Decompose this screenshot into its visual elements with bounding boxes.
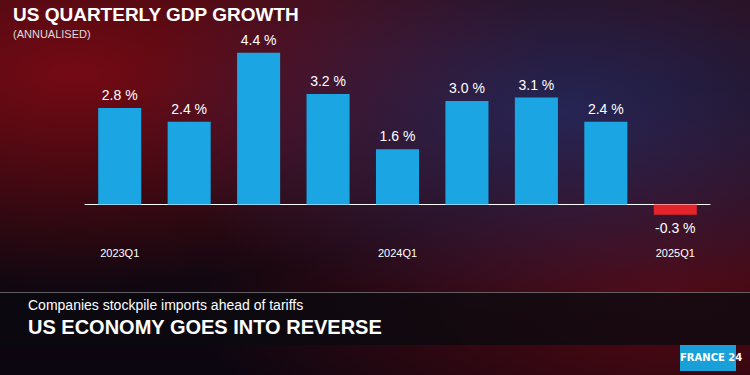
svg-text:3.0 %: 3.0 % xyxy=(449,80,485,96)
html-text:US ECONOMY GOES INTO REVERSE: US ECONOMY GOES INTO REVERSE xyxy=(28,316,382,338)
svg-text:1.6 %: 1.6 % xyxy=(380,128,416,144)
svg-text:4.4 %: 4.4 % xyxy=(241,32,277,48)
svg-text:2024Q1: 2024Q1 xyxy=(378,247,417,259)
html-text:Companies stockpile imports ah: Companies stockpile imports ahead of tar… xyxy=(28,297,304,313)
svg-text:2023Q1: 2023Q1 xyxy=(100,247,139,259)
svg-text:2025Q1: 2025Q1 xyxy=(656,247,695,259)
svg-text:2.8 %: 2.8 % xyxy=(102,87,138,103)
svg-text:(ANNUALISED): (ANNUALISED) xyxy=(13,28,91,40)
svg-text:US QUARTERLY GDP GROWTH: US QUARTERLY GDP GROWTH xyxy=(13,4,299,25)
svg-text:-0.3 %: -0.3 % xyxy=(655,220,695,236)
svg-text:3.1 %: 3.1 % xyxy=(518,77,554,93)
html-text:FRANCE 24: FRANCE 24 xyxy=(680,352,743,363)
svg-text:2.4 %: 2.4 % xyxy=(588,101,624,117)
svg-text:2.4 %: 2.4 % xyxy=(171,101,207,117)
svg-text:3.2 %: 3.2 % xyxy=(310,73,346,89)
